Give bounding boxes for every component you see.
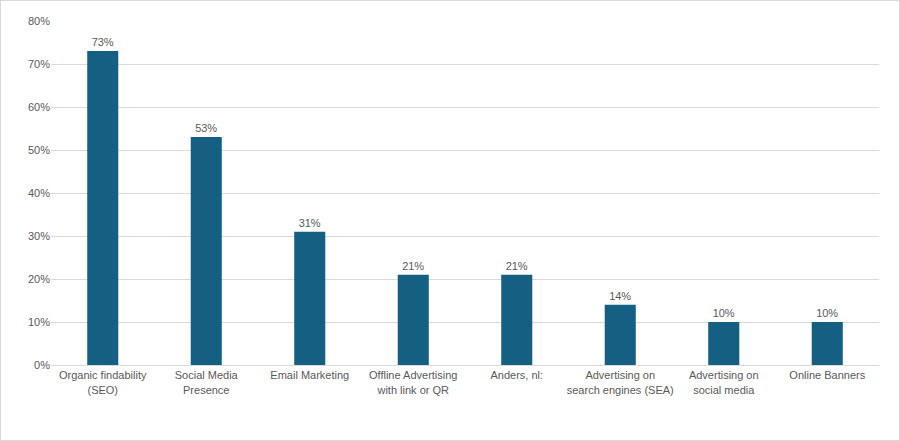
svg-text:Advertising onsearch engines (: Advertising onsearch engines (SEA) [567,369,674,395]
svg-text:Advertising onsocial media: Advertising onsocial media [689,369,759,395]
svg-text:Online Banners: Online Banners [789,369,865,381]
svg-text:10%: 10% [713,307,735,319]
svg-text:80%: 80% [28,15,50,27]
svg-text:21%: 21% [506,260,528,272]
svg-text:50%: 50% [28,144,50,156]
svg-text:73%: 73% [92,36,114,48]
svg-text:21%: 21% [402,260,424,272]
svg-text:Anders, nl:: Anders, nl: [490,369,543,381]
svg-text:14%: 14% [609,290,631,302]
svg-text:30%: 30% [28,230,50,242]
svg-text:Social MediaPresence: Social MediaPresence [175,369,239,395]
svg-text:31%: 31% [299,217,321,229]
svg-text:10%: 10% [28,316,50,328]
svg-text:20%: 20% [28,273,50,285]
svg-text:60%: 60% [28,101,50,113]
svg-text:40%: 40% [28,187,50,199]
svg-text:Offline Advertisingwith link o: Offline Advertisingwith link or QR [369,369,457,395]
svg-text:Organic findability(SEO): Organic findability(SEO) [59,369,147,395]
svg-text:53%: 53% [195,122,217,134]
svg-text:70%: 70% [28,58,50,70]
svg-text:10%: 10% [816,307,838,319]
svg-text:0%: 0% [34,359,50,371]
svg-text:Email Marketing: Email Marketing [270,369,349,381]
